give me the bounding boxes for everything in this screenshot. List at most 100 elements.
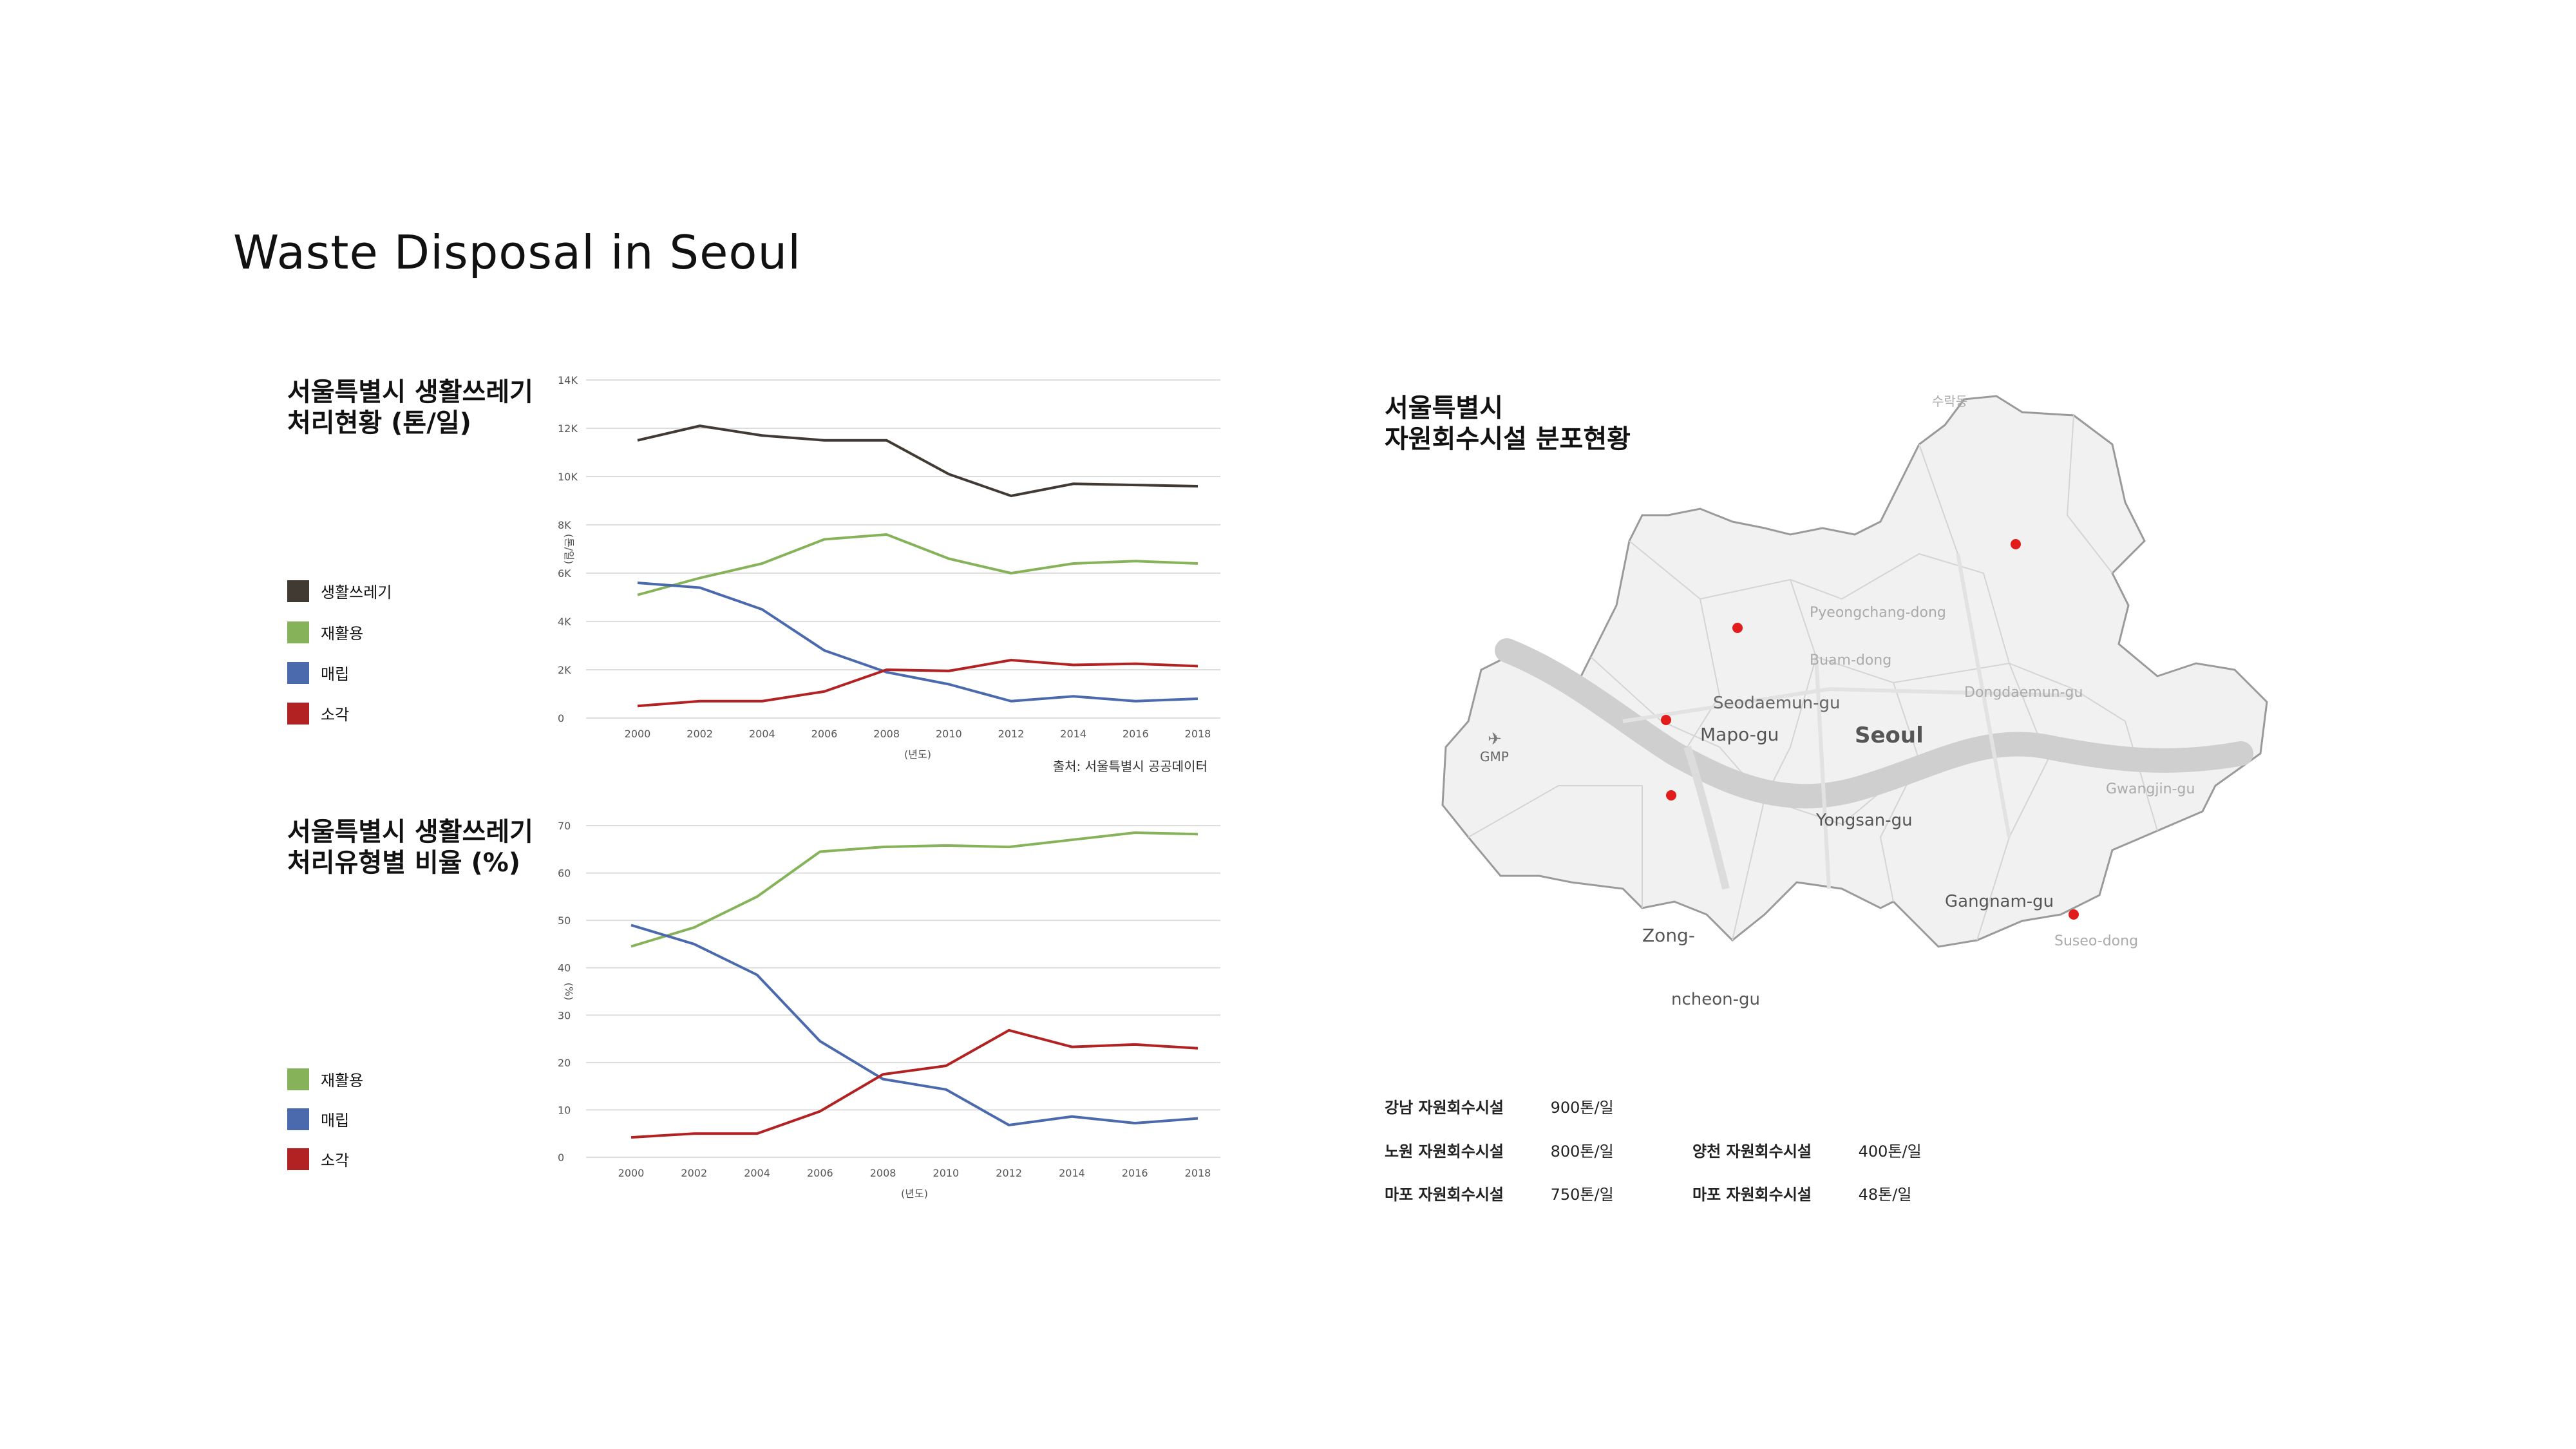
map-label: Zong- (1642, 925, 1695, 946)
facility-marker (1666, 790, 1676, 800)
y-axis-label: (%) (563, 983, 575, 1001)
seoul-map: Pyeongchang-dong Buam-dong Seodaemun-gu … (1441, 393, 2268, 1009)
legend-swatch (287, 1148, 309, 1170)
chart2-title-line1: 서울특별시 생활쓰레기 (287, 817, 533, 847)
x-tick-label: 2018 (1185, 1167, 1211, 1179)
chart1-title-line2: 처리현황 (톤/일) (287, 408, 471, 438)
y-tick-label: 4K (558, 616, 571, 628)
x-tick-label: 2010 (933, 1167, 960, 1179)
legend-item: 생활쓰레기 (287, 580, 392, 602)
legend-label: 매립 (321, 1112, 350, 1130)
facility-name: 마포 자원회수시설 (1385, 1186, 1504, 1204)
x-tick-label: 2002 (687, 728, 713, 740)
legend-item: 매립 (287, 661, 349, 684)
map-label: Seodaemun-gu (1713, 694, 1841, 713)
legend-swatch (287, 661, 309, 684)
x-tick-label: 2008 (870, 1167, 896, 1179)
chart1-legend: 생활쓰레기 재활용 매립 소각 (287, 580, 480, 734)
map-label: Suseo-dong (2054, 933, 2138, 949)
map-title: 서울특별시 자원회수시설 분포현황 (1385, 393, 1631, 455)
map-title-line1: 서울특별시 (1385, 393, 1503, 423)
legend-item: 소각 (287, 1148, 349, 1170)
map-label: Mapo-gu (1700, 724, 1779, 745)
map-label: Gangnam-gu (1945, 892, 2054, 911)
facility-marker (2069, 909, 2079, 920)
x-tick-label: 2018 (1185, 728, 1211, 740)
y-tick-label: 70 (558, 820, 571, 832)
x-tick-label: 2004 (744, 1167, 770, 1179)
x-tick-label: 2012 (996, 1167, 1022, 1179)
facility-capacity: 900톤/일 (1550, 1099, 1614, 1117)
map-label: GMP (1480, 749, 1509, 764)
facility-row: 강남 자원회수시설 900톤/일 (1385, 1095, 1614, 1117)
facility-row: 마포 자원회수시설 48톤/일 (1692, 1182, 1911, 1204)
x-tick-label: 2004 (749, 728, 775, 740)
y-tick-label: 12K (558, 422, 578, 435)
legend-item: 재활용 (287, 1068, 363, 1090)
facility-capacity: 800톤/일 (1550, 1142, 1614, 1160)
legend-swatch (287, 702, 309, 724)
series-line (637, 424, 1198, 497)
facility-capacity: 750톤/일 (1550, 1186, 1614, 1204)
facility-capacity: 48톤/일 (1858, 1186, 1912, 1204)
map-label: Gwangjin-gu (2106, 781, 2195, 797)
facility-row: 양천 자원회수시설 400톤/일 (1692, 1139, 1922, 1161)
series-line (630, 831, 1198, 948)
y-tick-label: 20 (558, 1057, 571, 1069)
map-label: Buam-dong (1810, 652, 1891, 668)
y-tick-label: 40 (558, 962, 571, 974)
legend-swatch (287, 580, 309, 602)
y-tick-label: 10 (558, 1104, 571, 1116)
series-line (630, 923, 1198, 1126)
legend-label: 재활용 (321, 1072, 364, 1090)
map-label: 수락동 (1932, 393, 1967, 409)
legend-label: 소각 (321, 706, 350, 724)
facility-row: 노원 자원회수시설 800톤/일 (1385, 1139, 1614, 1161)
river-tributary (1683, 746, 1730, 890)
legend-label: 재활용 (321, 625, 364, 643)
y-tick-label: 2K (558, 664, 571, 676)
facility-marker (1661, 715, 1671, 725)
y-tick-label: 8K (558, 519, 571, 531)
page-title: Waste Disposal in Seoul (233, 225, 802, 279)
map-label: Seoul (1855, 723, 1924, 748)
facility-name: 노원 자원회수시설 (1385, 1142, 1504, 1160)
map-label: Pyeongchang-dong (1810, 605, 1946, 621)
series-line (637, 659, 1198, 708)
chart1-title-line1: 서울특별시 생활쓰레기 (287, 377, 533, 407)
facility-name: 강남 자원회수시설 (1385, 1099, 1504, 1117)
x-tick-label: 2016 (1122, 728, 1149, 740)
legend-item: 소각 (287, 702, 349, 724)
chart2-legend: 재활용 매립 소각 (287, 1068, 480, 1184)
x-tick-label: 2016 (1122, 1167, 1148, 1179)
chart-source: 출처: 서울특별시 공공데이터 (1053, 759, 1208, 774)
x-tick-label: 2014 (1060, 728, 1086, 740)
legend-label: 매립 (321, 665, 350, 683)
y-tick-label: 0 (558, 1151, 564, 1164)
district-lines (1468, 415, 2158, 941)
y-tick-label: 10K (558, 471, 578, 483)
series-line (630, 1028, 1198, 1139)
legend-item: 재활용 (287, 621, 363, 643)
legend-swatch (287, 1068, 309, 1090)
legend-swatch (287, 1108, 309, 1130)
x-tick-label: 2000 (618, 1167, 645, 1179)
series-line (637, 582, 1198, 703)
x-tick-label: 2006 (807, 1167, 833, 1179)
map-labels: Pyeongchang-dong Buam-dong Seodaemun-gu … (1480, 393, 2195, 1009)
y-axis-label: (톤/일) (563, 534, 575, 564)
legend-label: 소각 (321, 1151, 350, 1170)
chart2-plot: 0 10 20 30 40 50 60 70 2000 2002 2004 2006 2008 2010 2… (558, 820, 1220, 1200)
city-boundary (1441, 395, 2268, 948)
legend-item: 매립 (287, 1108, 349, 1130)
legend-label: 생활쓰레기 (321, 583, 392, 601)
legend-swatch (287, 621, 309, 643)
facility-capacity: 400톤/일 (1858, 1142, 1922, 1160)
roads (1622, 553, 2074, 889)
x-tick-label: 2006 (811, 728, 838, 740)
facility-name: 마포 자원회수시설 (1692, 1186, 1812, 1204)
facility-marker (1732, 623, 1743, 633)
facility-row: 마포 자원회수시설 750톤/일 (1385, 1182, 1614, 1204)
airport-icon: ✈ (1488, 730, 1502, 749)
map-title-line2: 자원회수시설 분포현황 (1385, 424, 1631, 454)
